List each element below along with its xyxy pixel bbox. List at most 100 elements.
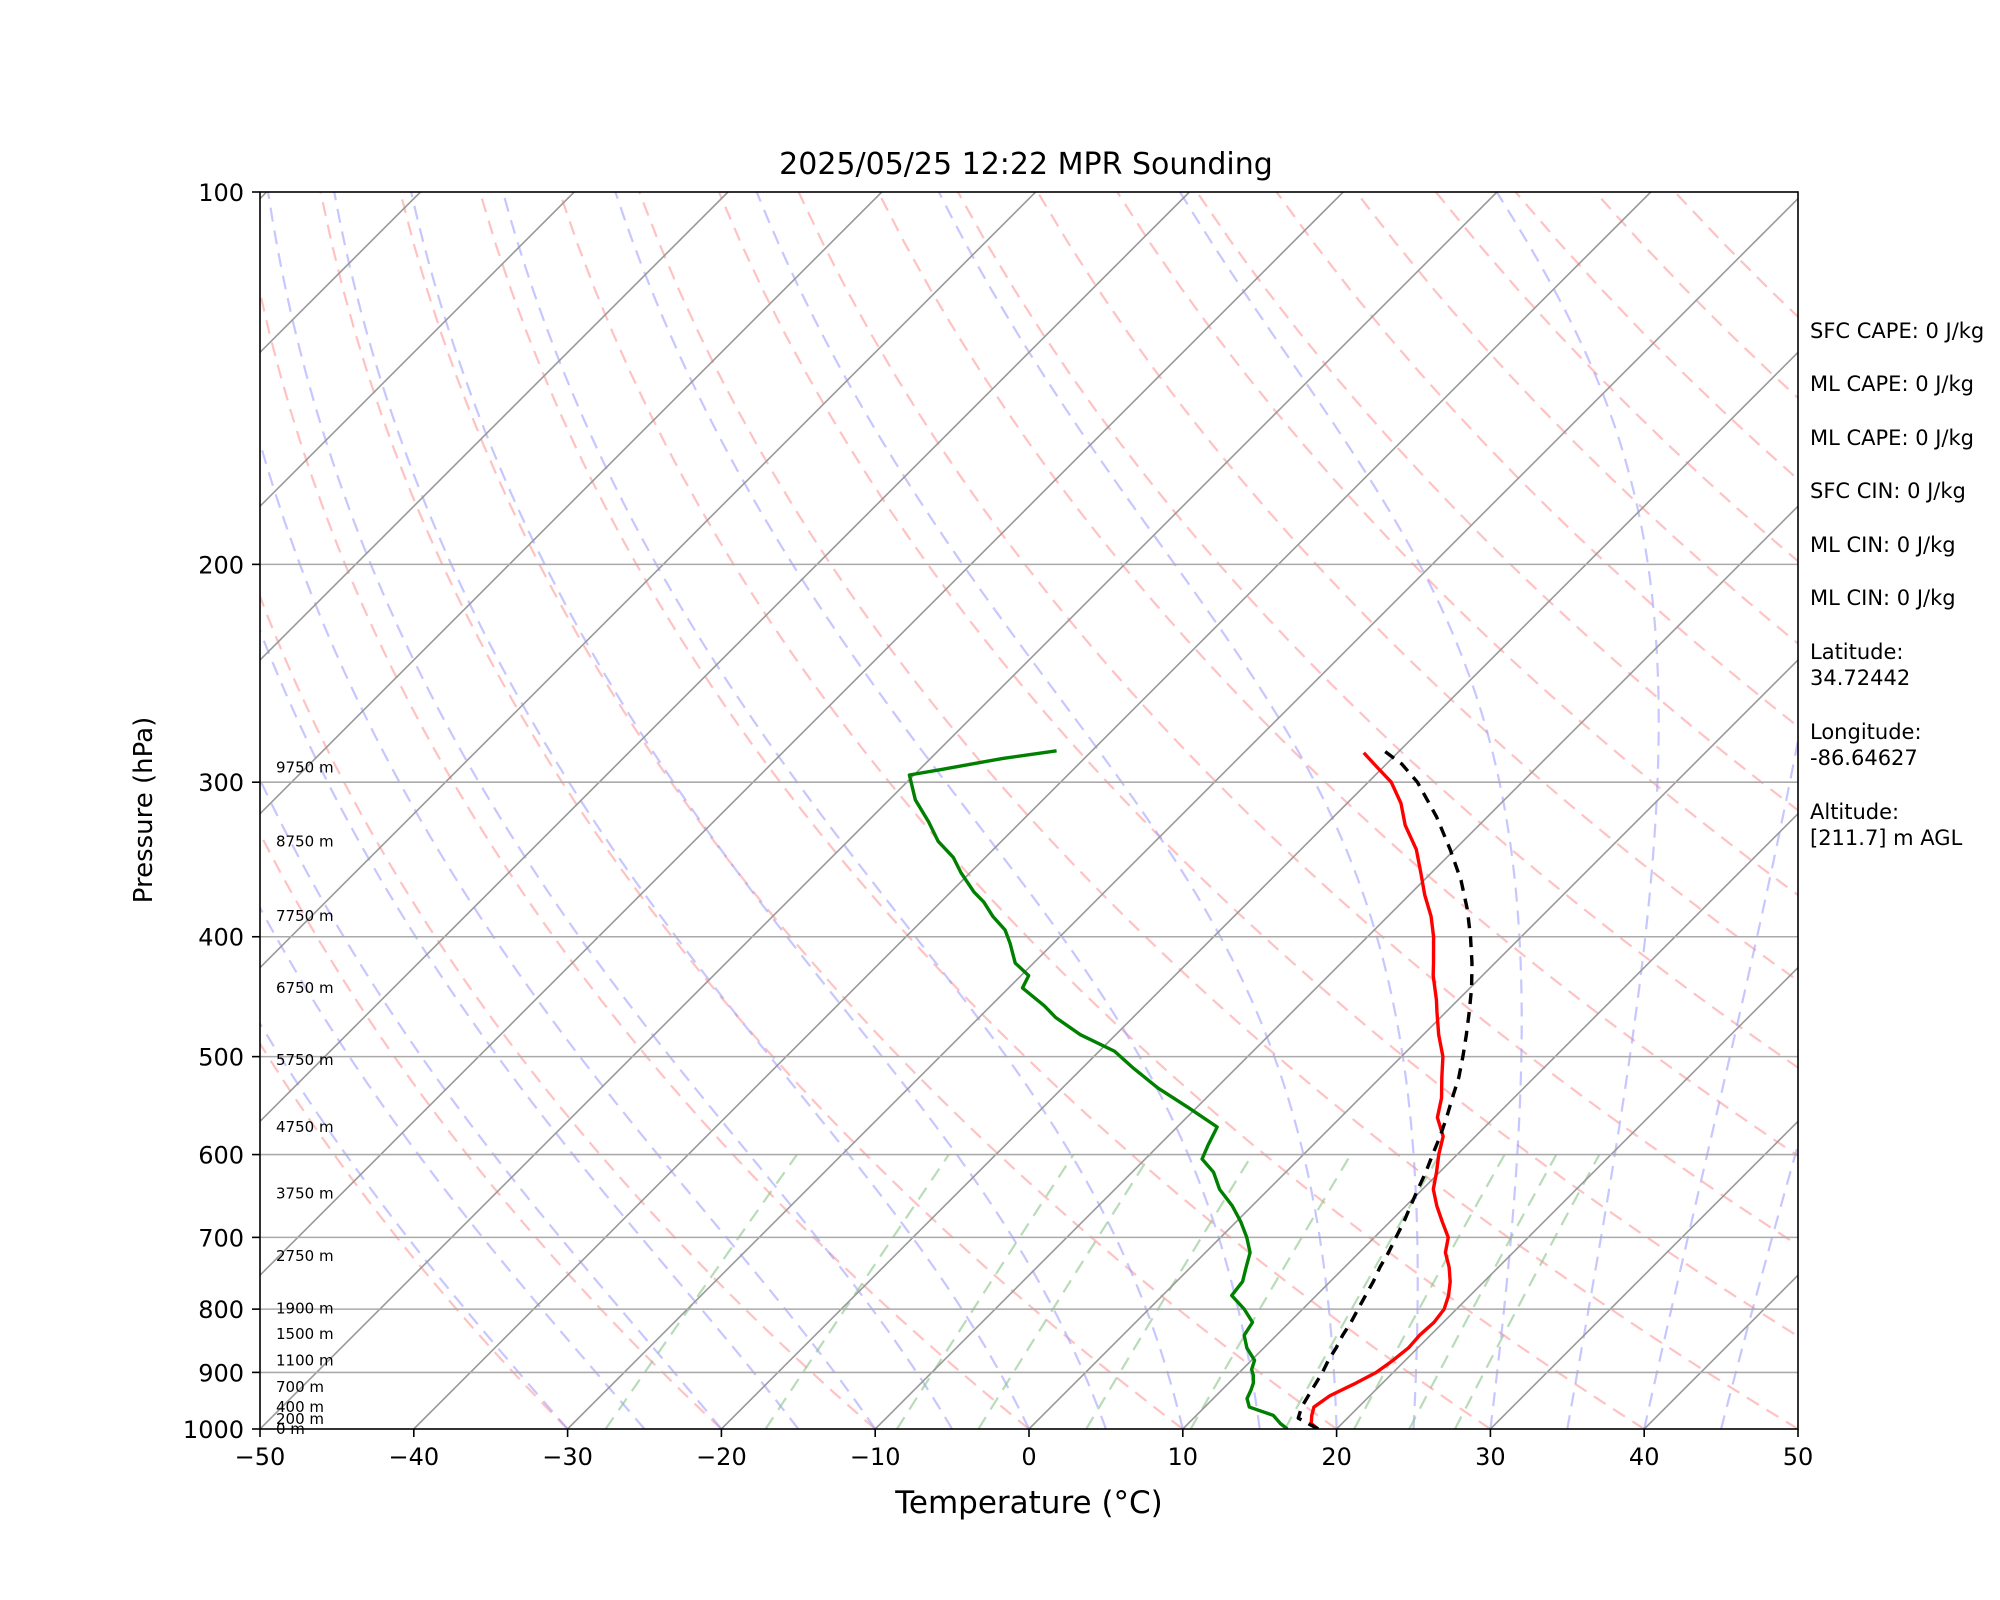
ml-cape-text-2: ML CAPE: 0 J/kg (1810, 426, 1975, 450)
height-label: 2750 m (276, 1247, 334, 1265)
dry-adiabat (478, 192, 1492, 1429)
moist-adiabat (501, 192, 1184, 1429)
dry-adiabat (319, 192, 1184, 1429)
x-tick-label: 30 (1475, 1443, 1506, 1471)
isotherm (0, 192, 113, 1429)
chart-title: 2025/05/25 12:22 MPR Sounding (779, 147, 1273, 182)
isotherm (1489, 1120, 1798, 1429)
isotherm (260, 192, 1037, 969)
x-tick-label: −30 (542, 1443, 593, 1471)
x-tick-label: 40 (1629, 1443, 1660, 1471)
y-tick-label: 300 (198, 769, 244, 797)
height-label: 700 m (276, 1378, 324, 1396)
dry-adiabat (956, 192, 1798, 1069)
x-tick-label: −10 (850, 1443, 901, 1471)
mixing-ratio-line (604, 1153, 798, 1429)
ml-cape-text: ML CAPE: 0 J/kg (1810, 372, 1975, 396)
temperature-line (1309, 751, 1452, 1429)
height-label: 6750 m (276, 979, 334, 997)
mixing-ratio-line (1189, 1154, 1352, 1429)
moist-adiabat (614, 192, 1261, 1429)
isotherm (720, 351, 1798, 1429)
height-label: 5750 m (276, 1051, 334, 1069)
height-label: 8750 m (276, 832, 334, 850)
mixing-ratio-line (1085, 1153, 1254, 1429)
plot-frame (259, 191, 1799, 1430)
ml-cin-text-2: ML CIN: 0 J/kg (1810, 586, 1956, 610)
latitude-text: Latitude: 34.72442 (1810, 640, 1911, 690)
moist-adiabat (333, 192, 1030, 1429)
isotherm (260, 192, 575, 508)
dry-adiabat (260, 1041, 569, 1429)
x-tick-label: −50 (235, 1443, 286, 1471)
x-tick-label: 10 (1168, 1443, 1199, 1471)
mixing-ratio-line (977, 1153, 1152, 1429)
sfc-cape-text: SFC CAPE: 0 J/kg (1810, 319, 1985, 343)
dry-adiabat (797, 192, 1798, 1247)
ml-cin-text: ML CIN: 0 J/kg (1810, 533, 1956, 557)
y-tick-label: 500 (198, 1044, 244, 1072)
isotherm (260, 192, 1344, 1277)
moist-adiabat (260, 1021, 569, 1429)
x-axis-label: Temperature (°C) (894, 1485, 1163, 1521)
height-label: 1900 m (276, 1299, 334, 1317)
height-label: 1100 m (276, 1351, 334, 1369)
moist-adiabat (1495, 192, 1660, 1429)
dry-adiabat (717, 192, 1798, 1338)
y-tick-label: 100 (198, 179, 244, 207)
height-label: 3750 m (276, 1184, 334, 1202)
dry-adiabat (260, 830, 723, 1429)
dry-adiabat (558, 192, 1645, 1429)
y-tick-label: 900 (198, 1359, 244, 1387)
dry-adiabat (399, 192, 1338, 1429)
height-label: 9750 m (276, 759, 334, 777)
y-tick-label: 800 (198, 1296, 244, 1324)
dry-adiabat (638, 192, 1798, 1429)
moist-adiabat (1643, 734, 1798, 1429)
dry-adiabat (260, 287, 1030, 1429)
y-tick-label: 1000 (183, 1416, 244, 1444)
y-tick-label: 200 (198, 551, 244, 579)
altitude-text: Altitude: [211.7] m AGL (1810, 800, 1963, 850)
moist-adiabat (1178, 192, 1523, 1429)
isotherm (1182, 812, 1798, 1429)
dewpoint-line (907, 749, 1289, 1429)
height-label: 7750 m (276, 907, 334, 925)
parcel-line (1296, 749, 1474, 1429)
moist-adiabat (260, 905, 646, 1429)
isotherm (260, 192, 729, 662)
moist-adiabat (260, 627, 800, 1429)
height-label: 400 m (276, 1398, 324, 1416)
x-tick-label: −20 (696, 1443, 747, 1471)
isotherm (413, 192, 1652, 1429)
isotherm (874, 505, 1798, 1429)
x-tick-label: 0 (1021, 1443, 1036, 1471)
y-tick-label: 400 (198, 924, 244, 952)
isotherm (567, 197, 1798, 1429)
isotherm (260, 192, 1498, 1429)
moist-adiabat (755, 192, 1338, 1429)
dry-adiabat (877, 192, 1798, 1158)
height-label: 1500 m (276, 1325, 334, 1343)
dry-adiabat (260, 593, 876, 1429)
y-tick-label: 600 (198, 1142, 244, 1170)
moist-adiabat (410, 192, 1107, 1429)
y-tick-label: 700 (198, 1224, 244, 1252)
x-tick-label: −40 (388, 1443, 439, 1471)
moist-adiabat (937, 192, 1419, 1429)
longitude-text: Longitude: -86.64627 (1810, 720, 1922, 770)
isotherm (1336, 966, 1798, 1429)
height-label: 200 m (276, 1410, 324, 1428)
dry-adiabat (1036, 192, 1798, 983)
moist-adiabat (266, 192, 954, 1429)
height-label: 4750 m (276, 1118, 334, 1136)
isotherm (260, 192, 883, 815)
isotherm (260, 192, 1190, 1123)
x-tick-label: 50 (1783, 1443, 1814, 1471)
sfc-cin-text: SFC CIN: 0 J/kg (1810, 479, 1966, 503)
x-tick-label: 20 (1321, 1443, 1352, 1471)
moist-adiabat (260, 777, 723, 1429)
mixing-ratio-line (1454, 1154, 1601, 1429)
mixing-ratio-line (764, 1153, 950, 1429)
